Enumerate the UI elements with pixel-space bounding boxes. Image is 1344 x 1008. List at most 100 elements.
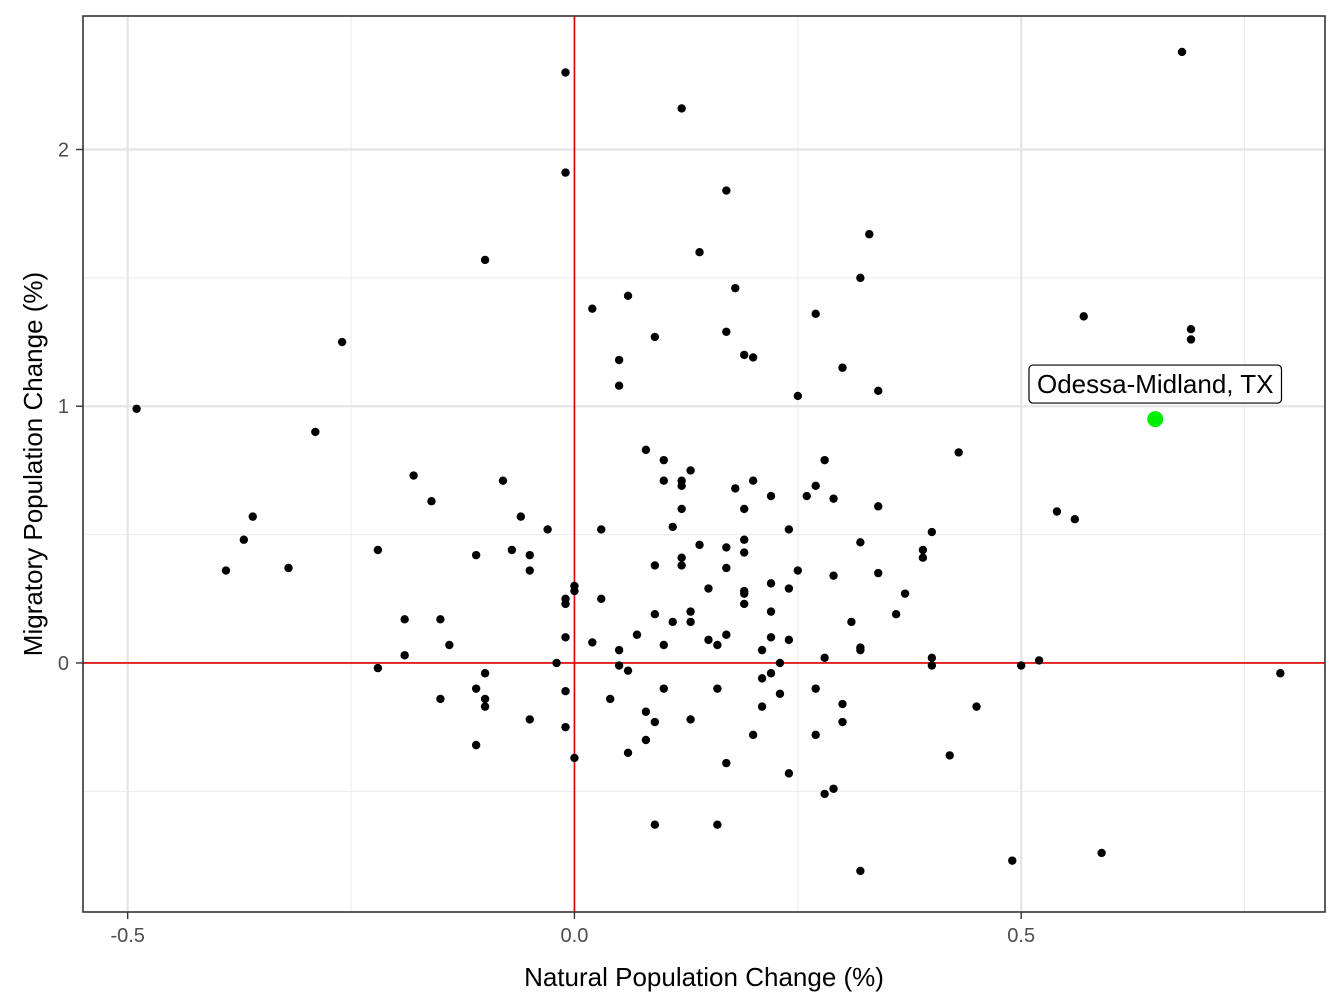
data-point — [748, 730, 758, 740]
data-point — [820, 789, 829, 799]
data-point — [650, 820, 660, 829]
data-point — [722, 543, 731, 552]
data-point — [811, 481, 820, 491]
data-point — [766, 491, 776, 501]
data-point — [409, 471, 418, 480]
data-point — [659, 455, 668, 465]
data-point — [686, 617, 695, 627]
data-point — [525, 566, 534, 575]
data-point — [811, 684, 820, 693]
data-point — [740, 350, 749, 360]
plot-panel-border — [82, 15, 1326, 913]
data-point — [525, 715, 534, 724]
data-point — [793, 566, 803, 575]
data-point — [1079, 312, 1088, 321]
data-point — [597, 525, 606, 534]
data-point — [740, 589, 749, 598]
data-point — [650, 332, 660, 342]
data-point — [1097, 848, 1106, 858]
data-point — [900, 589, 910, 598]
data-point — [1034, 656, 1044, 665]
data-point — [427, 497, 436, 506]
data-point — [337, 337, 347, 347]
data-point — [668, 617, 677, 627]
data-point — [480, 669, 490, 678]
data-point — [480, 694, 490, 704]
data-point — [775, 689, 785, 698]
data-point — [891, 609, 901, 619]
x-axis-title: Natural Population Change (%) — [524, 962, 884, 992]
data-point — [480, 702, 490, 711]
data-point — [740, 504, 749, 514]
data-point — [784, 635, 794, 645]
data-point — [927, 527, 937, 537]
data-point — [757, 674, 767, 683]
data-point — [1070, 514, 1080, 524]
data-point — [650, 717, 660, 727]
data-point — [659, 476, 668, 485]
data-point — [623, 666, 633, 675]
data-point — [239, 535, 249, 544]
data-point — [838, 699, 847, 709]
data-point — [686, 715, 695, 724]
data-point — [784, 525, 794, 534]
data-point — [1177, 47, 1187, 57]
data-point — [543, 525, 552, 534]
data-point — [766, 579, 776, 588]
data-point — [775, 658, 785, 668]
data-point — [248, 512, 257, 521]
data-point — [471, 684, 481, 693]
data-point — [570, 586, 579, 596]
data-point — [221, 566, 231, 575]
data-point — [945, 751, 954, 760]
data-point — [498, 476, 508, 485]
data-point — [588, 638, 597, 647]
data-point — [766, 633, 776, 642]
data-point — [507, 545, 517, 555]
data-point — [552, 658, 561, 668]
data-point — [695, 247, 704, 257]
data-point — [1017, 661, 1026, 670]
data-point — [704, 584, 713, 593]
data-point — [740, 548, 749, 557]
data-point — [757, 645, 767, 655]
data-point — [722, 563, 731, 573]
data-point — [588, 304, 597, 313]
data-point — [811, 730, 820, 740]
data-point — [829, 784, 838, 793]
data-point — [784, 769, 794, 778]
data-point — [757, 702, 767, 711]
x-tick-label: 0.0 — [561, 925, 589, 947]
data-point — [766, 607, 776, 616]
x-tick-label: 0.5 — [1007, 925, 1035, 947]
data-point — [605, 694, 615, 704]
data-point — [874, 568, 883, 578]
data-points — [132, 47, 1285, 876]
data-point — [793, 391, 803, 401]
data-point — [874, 502, 883, 511]
data-point — [614, 381, 624, 390]
y-tick-label: 0 — [58, 653, 69, 675]
data-point — [471, 740, 481, 750]
data-point — [856, 645, 865, 655]
data-point — [713, 640, 722, 650]
data-point — [802, 491, 811, 501]
data-point — [471, 550, 481, 560]
data-point — [641, 445, 651, 455]
data-point — [1186, 335, 1196, 344]
data-point — [570, 753, 579, 763]
data-point — [1276, 669, 1285, 678]
data-point — [704, 635, 713, 645]
data-point — [641, 735, 651, 745]
data-point — [740, 599, 749, 609]
data-point — [445, 640, 454, 650]
data-point — [722, 630, 731, 639]
data-point — [659, 640, 668, 650]
data-point — [311, 427, 320, 437]
data-point — [713, 820, 722, 829]
data-point — [713, 684, 722, 693]
data-point — [659, 684, 668, 693]
data-point — [614, 661, 624, 670]
data-point — [561, 687, 570, 696]
